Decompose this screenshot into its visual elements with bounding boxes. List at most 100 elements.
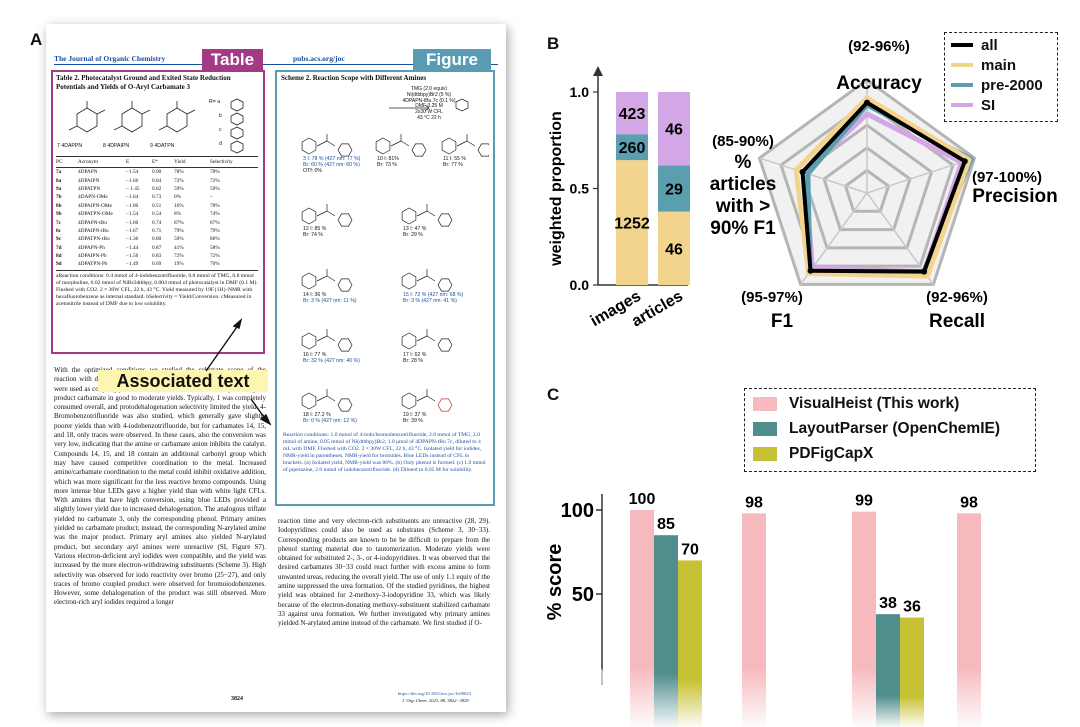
scheme-compound-yield: 10 I: 81% Br: 73 % — [377, 156, 399, 168]
table-header-cell: Selectivity — [210, 159, 233, 166]
table-row: 9b 4DPATPN-OMe −1.54 0.54 8% 74% — [56, 210, 258, 218]
table-cell: 0.82 — [152, 185, 162, 192]
rgroup-c: c — [219, 127, 222, 133]
scheme-compound-labels: 3 I: 78 % (427 nm: 77 %) Br: 60 % (427 nm… — [277, 72, 493, 432]
legend-label: PDFigCapX — [789, 444, 874, 462]
scheme-molecule — [375, 134, 427, 157]
yield-line: Br: 3 % (427 nm: 41 %) — [403, 298, 457, 304]
yield-line: Br: 29 % — [403, 232, 423, 238]
table-cell: 7d — [56, 244, 62, 251]
table-cell: 0.87 — [152, 244, 162, 251]
table-cell: 4DPATPN-tBu — [78, 236, 110, 243]
score-bar — [957, 513, 981, 727]
table-cell: 59% — [174, 185, 184, 192]
yield-line: Br: 73 % — [377, 162, 397, 168]
score-bar-label: 98 — [960, 494, 978, 511]
scheme-molecule — [401, 204, 453, 227]
scheme-compound-yield: 17 I: 62 % Br: 28 % — [403, 352, 426, 364]
yield-line: Br: 60 % (427 nm: 60 %) — [303, 162, 360, 168]
table-cell: 4DPAIPN-tBu — [78, 227, 109, 234]
yield-line: Br: 28 % — [403, 358, 423, 364]
radar-point — [807, 267, 814, 274]
stacked-bar-label: 423 — [619, 106, 646, 123]
doi-link[interactable]: https://doi.org/10.1021/acs.joc.3c00023 — [398, 691, 471, 696]
radar-point — [864, 95, 870, 101]
yield-line: Br: 0 % (427 nm: 12 %) — [303, 418, 357, 424]
bar-y-tick-label: 0.0 — [570, 277, 590, 293]
score-legend: VisualHeist (This work) LayoutParser (Ope… — [744, 388, 1036, 472]
table-cell: 78% — [174, 169, 184, 176]
score-y-axis-label: % score — [545, 544, 566, 621]
table-cell: 9a — [56, 185, 62, 192]
table-cell: 0.73 — [152, 194, 162, 201]
table-cell: 86% — [210, 236, 220, 243]
legend-swatch — [753, 396, 777, 411]
table-cell: 78% — [210, 169, 220, 176]
table-row: 7b 4DAPN-OMe −1.64 0.73 0% – — [56, 193, 258, 201]
score-bar — [678, 560, 702, 727]
table-cell: 4DPAPN-Ph — [78, 244, 105, 251]
table-cell: 4DAPN-OMe — [78, 194, 108, 201]
legend-label: LayoutParser (OpenChemIE) — [789, 419, 1001, 437]
catalyst-label-7: 7 4DAPPN — [57, 143, 83, 149]
scheme-compound-yield: 14 I: 36 % Br: 3 % (427 nm: 11 %) — [303, 292, 357, 304]
journal-title: The Journal of Organic Chemistry — [54, 54, 166, 63]
legend-item-all: all — [951, 35, 1051, 55]
table-cell: 72% — [174, 253, 184, 260]
stacked-bar-label: 29 — [665, 182, 683, 199]
score-bar — [742, 513, 766, 727]
yield-line: 19 I: 37 % — [403, 412, 427, 418]
table-body: 7a 4DPAPN −1.54 0.90 78% 78% 8a 4DPAIPN −1.66 0.8… — [56, 168, 258, 269]
left-column-text: With the optimized conditions we studied… — [54, 366, 266, 607]
bar-y-axis-arrow — [593, 66, 603, 76]
score-bar — [900, 617, 924, 727]
legend-swatch — [753, 421, 777, 436]
panel-b-label: B — [547, 34, 560, 53]
panel-a-label: A — [30, 30, 43, 49]
scheme-molecule — [441, 134, 489, 157]
stacked-bar-segment — [616, 92, 648, 135]
table-title: Table 2. Photocatalyst Ground and Exited… — [56, 74, 231, 91]
scheme-molecule — [301, 389, 353, 412]
score-bar-label: 38 — [879, 595, 897, 612]
table-cell: 9b — [56, 211, 62, 218]
scheme-molecule — [301, 134, 353, 157]
score-bar — [654, 535, 678, 727]
rgroup-b: b — [219, 113, 222, 119]
scheme-compound-yield: 3 I: 78 % (427 nm: 77 %) Br: 60 % (427 nm… — [303, 156, 360, 174]
table-cell: 87% — [174, 219, 184, 226]
radar-axis-label: % articles with >90% F1 — [710, 152, 777, 239]
scheme-molecule — [301, 329, 353, 352]
table-cell: 50% — [174, 236, 184, 243]
table-cell: −1.36 — [126, 236, 139, 243]
score-bar-label: 85 — [657, 516, 675, 533]
legend-label: main — [981, 56, 1017, 74]
paper-page: The Journal of Organic Chemistry pubs.ac… — [46, 24, 506, 712]
scheme-structures — [301, 98, 489, 412]
table-cell: 19% — [174, 261, 184, 268]
scheme-molecule — [401, 389, 436, 410]
table-cell: 79% — [210, 227, 220, 234]
scheme-compound-yield: 18 I: 27.2 % Br: 0 % (427 nm: 12 %) — [303, 412, 357, 424]
table-tag: Table — [202, 49, 263, 70]
stacked-bar-label: 1252 — [614, 216, 650, 233]
score-legend-item: PDFigCapX — [753, 441, 1027, 466]
radar-axis-range: (95-97%) — [741, 289, 803, 306]
radar-spoke — [759, 157, 868, 194]
radar-point — [924, 273, 930, 279]
table-cell: 72% — [174, 177, 184, 184]
table-cell: −1.54 — [126, 169, 139, 176]
table-row: 7d 4DPAPN-Ph −1.44 0.87 41% 58% — [56, 244, 258, 252]
legend-label: SI — [981, 96, 996, 114]
table-cell: −1.64 — [126, 194, 139, 201]
scheme-molecule — [301, 269, 353, 292]
table-cell: 0.90 — [152, 169, 162, 176]
scheme-condition-line: 2x30 W CFL — [415, 109, 443, 116]
scheme-compound-yield: 15 I: 72 % (427 nm: 68 %) Br: 3 % (427 nm… — [403, 292, 463, 304]
score-legend-item: VisualHeist (This work) — [753, 391, 1027, 416]
table-cell: 8b — [56, 202, 62, 209]
yield-line: Br: 77 % — [443, 162, 463, 168]
table-cell: 9c — [56, 236, 61, 243]
score-bar-label: 98 — [745, 494, 763, 511]
